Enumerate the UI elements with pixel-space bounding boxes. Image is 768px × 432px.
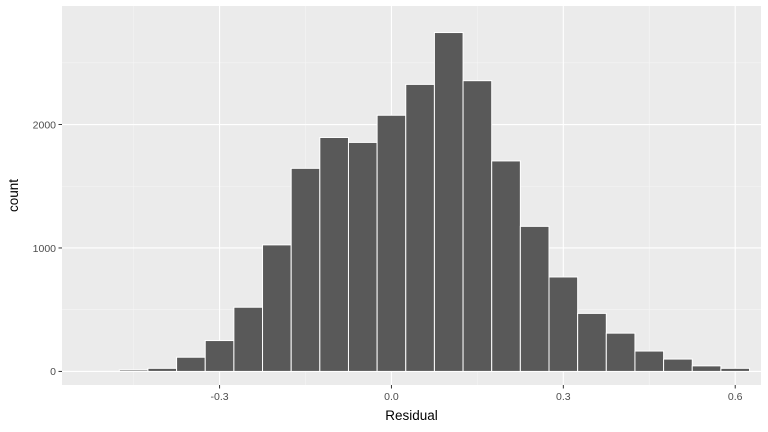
histogram-bar: [147, 367, 178, 372]
y-tick-label: 1000: [33, 243, 57, 255]
histogram-bar: [376, 114, 407, 372]
x-axis: -0.3 0.0 0.3 0.6: [211, 385, 743, 403]
y-axis: 0 1000 2000: [33, 119, 62, 378]
histogram-bar: [118, 369, 149, 372]
histogram-bar: [577, 312, 607, 372]
histogram-bar: [663, 358, 693, 372]
histogram-bar: [634, 350, 665, 372]
histogram-bar: [233, 306, 264, 372]
histogram-bar: [405, 83, 435, 372]
y-tick-label: 2000: [33, 119, 57, 131]
histogram-bar: [491, 160, 521, 372]
histogram-bar: [290, 167, 321, 372]
histogram-bar: [548, 276, 579, 372]
histogram-bar: [433, 32, 464, 372]
histogram-bar: [204, 340, 235, 372]
histogram-bars: [118, 32, 751, 372]
histogram-bar: [176, 356, 206, 372]
x-tick-label: 0.3: [556, 391, 571, 403]
histogram-bar: [319, 136, 349, 372]
histogram-bar: [262, 244, 292, 372]
x-axis-title: Residual: [385, 408, 438, 423]
x-tick-label: 0.0: [384, 391, 399, 403]
x-tick-label: -0.3: [211, 391, 229, 403]
histogram-bar: [462, 80, 493, 372]
histogram-bar: [519, 225, 550, 372]
histogram-bar: [691, 365, 722, 372]
x-tick-label: 0.6: [728, 391, 743, 403]
y-tick-label: 0: [50, 366, 56, 378]
histogram-bar: [347, 141, 378, 372]
histogram-bar: [605, 332, 636, 372]
y-axis-title: count: [6, 179, 21, 212]
histogram-bar: [720, 367, 751, 372]
